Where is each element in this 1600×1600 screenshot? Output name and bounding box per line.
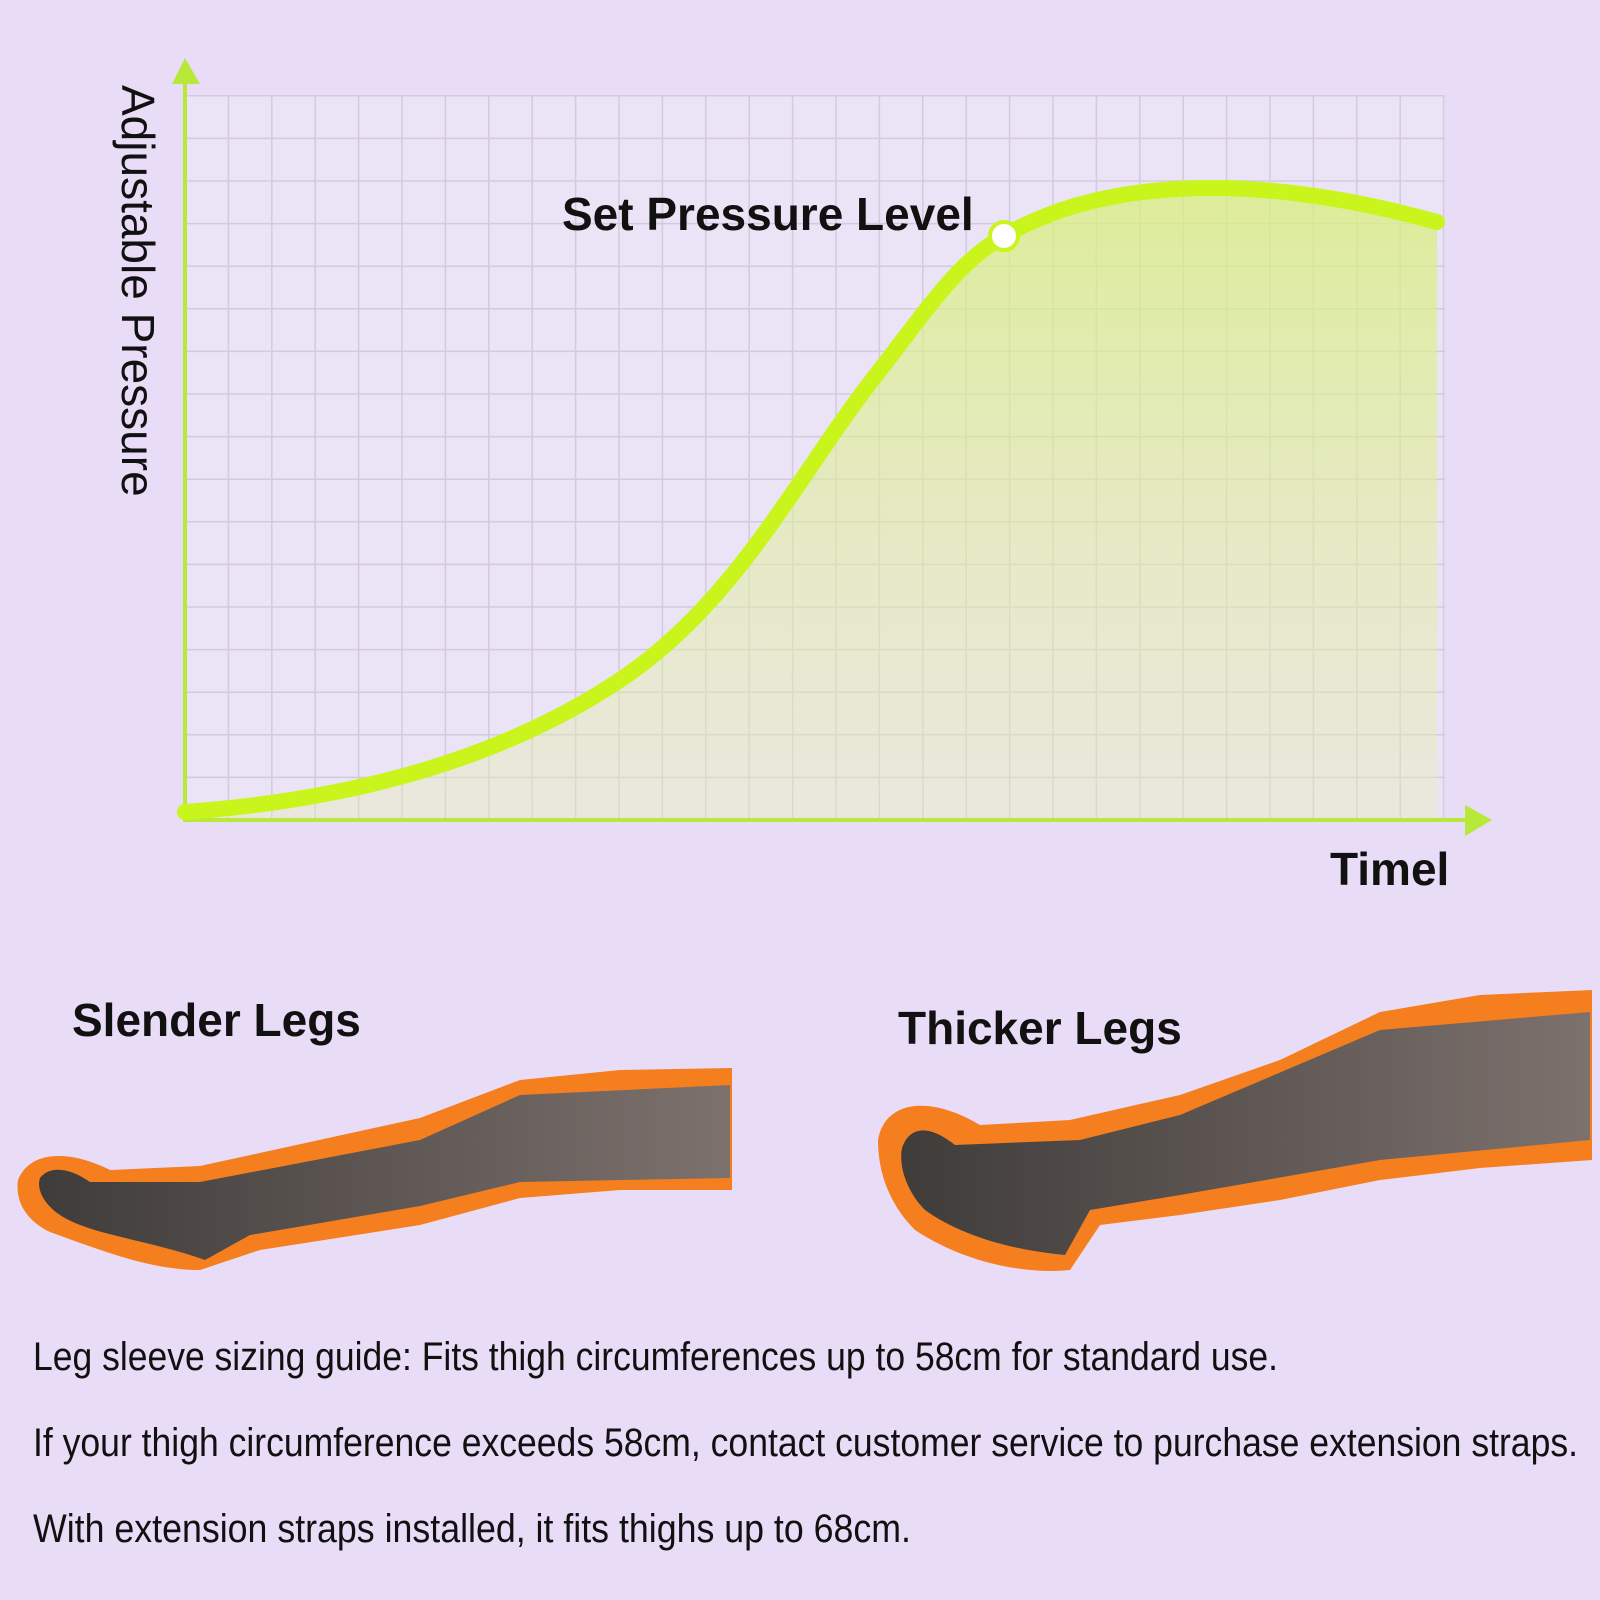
thicker-leg [878,990,1592,1271]
x-arrow [1465,805,1492,836]
x-axis-label: Timel [1330,843,1449,895]
y-arrow [172,58,200,84]
slender-leg [17,1068,732,1270]
note: Leg sleeve sizing guide: Fits thigh circ… [33,1335,1278,1379]
curve-area [185,188,1437,821]
y-axis-label: Adjustable Pressure [112,85,164,497]
annotation: Set Pressure Level [562,188,974,240]
leg [901,1012,1590,1255]
note: If your thigh circumference exceeds 58cm… [33,1421,1578,1465]
note: With extension straps installed, it fits… [33,1507,911,1551]
set-point [988,220,1020,252]
leg [39,1085,731,1260]
leg-label: Slender Legs [72,994,361,1046]
leg-label: Thicker Legs [898,1002,1182,1054]
pressure-curve [177,180,1445,820]
